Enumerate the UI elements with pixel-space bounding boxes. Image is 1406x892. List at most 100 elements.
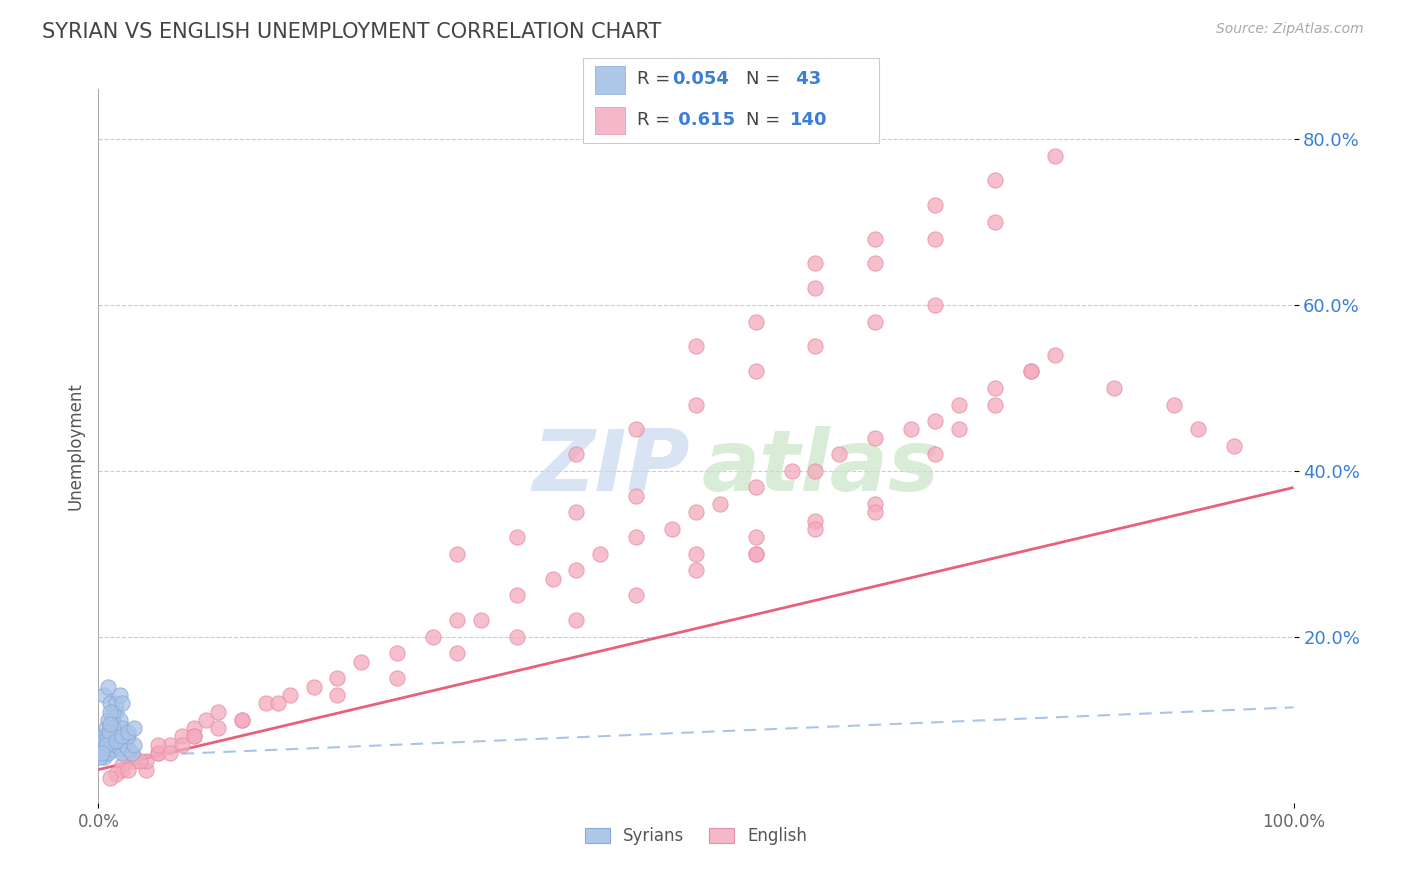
Text: N =: N = bbox=[747, 111, 786, 128]
Point bbox=[267, 696, 290, 710]
Point bbox=[124, 754, 146, 768]
Point bbox=[626, 588, 648, 602]
Point bbox=[183, 721, 205, 735]
Point bbox=[1223, 439, 1246, 453]
Point bbox=[804, 281, 827, 295]
Point bbox=[97, 680, 120, 694]
Bar bbox=[595, 67, 624, 94]
Point bbox=[626, 489, 648, 503]
Point bbox=[948, 397, 970, 411]
Text: Source: ZipAtlas.com: Source: ZipAtlas.com bbox=[1216, 22, 1364, 37]
Point bbox=[207, 705, 229, 719]
Point bbox=[745, 481, 768, 495]
Point bbox=[1187, 422, 1209, 436]
Point bbox=[470, 613, 492, 627]
Point bbox=[865, 497, 887, 511]
Point bbox=[97, 746, 120, 760]
Point bbox=[924, 447, 946, 461]
Point bbox=[159, 738, 181, 752]
Point bbox=[804, 256, 827, 270]
Point bbox=[446, 647, 468, 661]
Point bbox=[865, 231, 887, 245]
Point bbox=[207, 721, 229, 735]
Point bbox=[626, 530, 648, 544]
Point bbox=[506, 588, 529, 602]
Text: 0.615: 0.615 bbox=[672, 111, 735, 128]
Point bbox=[506, 630, 529, 644]
Point bbox=[900, 422, 922, 436]
Point bbox=[924, 198, 946, 212]
Point bbox=[111, 758, 134, 772]
Point bbox=[172, 730, 194, 744]
Text: atlas: atlas bbox=[702, 425, 941, 509]
Point bbox=[148, 746, 170, 760]
Point bbox=[326, 671, 349, 685]
Point bbox=[745, 314, 768, 328]
Point bbox=[984, 173, 1007, 187]
Point bbox=[91, 738, 114, 752]
Point bbox=[565, 447, 588, 461]
Point bbox=[685, 564, 707, 578]
Point bbox=[101, 705, 124, 719]
Point bbox=[828, 447, 851, 461]
Point bbox=[93, 733, 115, 747]
Point bbox=[685, 505, 707, 519]
Point bbox=[1104, 381, 1126, 395]
Text: SYRIAN VS ENGLISH UNEMPLOYMENT CORRELATION CHART: SYRIAN VS ENGLISH UNEMPLOYMENT CORRELATI… bbox=[42, 22, 661, 42]
Point bbox=[1163, 397, 1185, 411]
Point bbox=[105, 766, 128, 780]
Point bbox=[350, 655, 373, 669]
Point bbox=[506, 530, 529, 544]
Point bbox=[148, 746, 170, 760]
Point bbox=[865, 431, 887, 445]
Point bbox=[89, 750, 111, 764]
Bar bbox=[595, 107, 624, 134]
Point bbox=[101, 742, 124, 756]
Point bbox=[98, 696, 122, 710]
Text: R =: R = bbox=[637, 70, 676, 88]
Point bbox=[108, 688, 131, 702]
Point bbox=[709, 497, 731, 511]
Point bbox=[96, 730, 118, 744]
Text: 43: 43 bbox=[790, 70, 821, 88]
Point bbox=[183, 730, 205, 744]
Text: N =: N = bbox=[747, 70, 786, 88]
Text: R =: R = bbox=[637, 111, 676, 128]
Point bbox=[422, 630, 444, 644]
Point bbox=[98, 705, 122, 719]
Point bbox=[1019, 364, 1042, 378]
Point bbox=[111, 746, 134, 760]
Point bbox=[804, 464, 827, 478]
Point bbox=[865, 314, 887, 328]
Text: 140: 140 bbox=[790, 111, 828, 128]
Point bbox=[111, 721, 134, 735]
Point bbox=[117, 763, 139, 777]
Point bbox=[98, 725, 121, 739]
Point bbox=[117, 730, 139, 744]
Point bbox=[93, 750, 115, 764]
Point bbox=[101, 713, 124, 727]
Point bbox=[105, 705, 128, 719]
Point bbox=[94, 738, 117, 752]
Point bbox=[172, 738, 194, 752]
Point bbox=[98, 771, 122, 785]
Point bbox=[91, 730, 114, 744]
Point bbox=[254, 696, 277, 710]
Point bbox=[804, 522, 827, 536]
Point bbox=[105, 738, 128, 752]
Point bbox=[446, 547, 468, 561]
Point bbox=[135, 754, 157, 768]
Point bbox=[124, 750, 146, 764]
Point bbox=[984, 215, 1007, 229]
Point bbox=[135, 763, 157, 777]
Point bbox=[117, 742, 139, 756]
Point bbox=[685, 339, 707, 353]
Point bbox=[865, 505, 887, 519]
Point bbox=[124, 721, 146, 735]
Point bbox=[685, 547, 707, 561]
Point bbox=[745, 364, 768, 378]
Point bbox=[111, 763, 134, 777]
Point bbox=[661, 522, 683, 536]
Point bbox=[1019, 364, 1042, 378]
Point bbox=[924, 414, 946, 428]
